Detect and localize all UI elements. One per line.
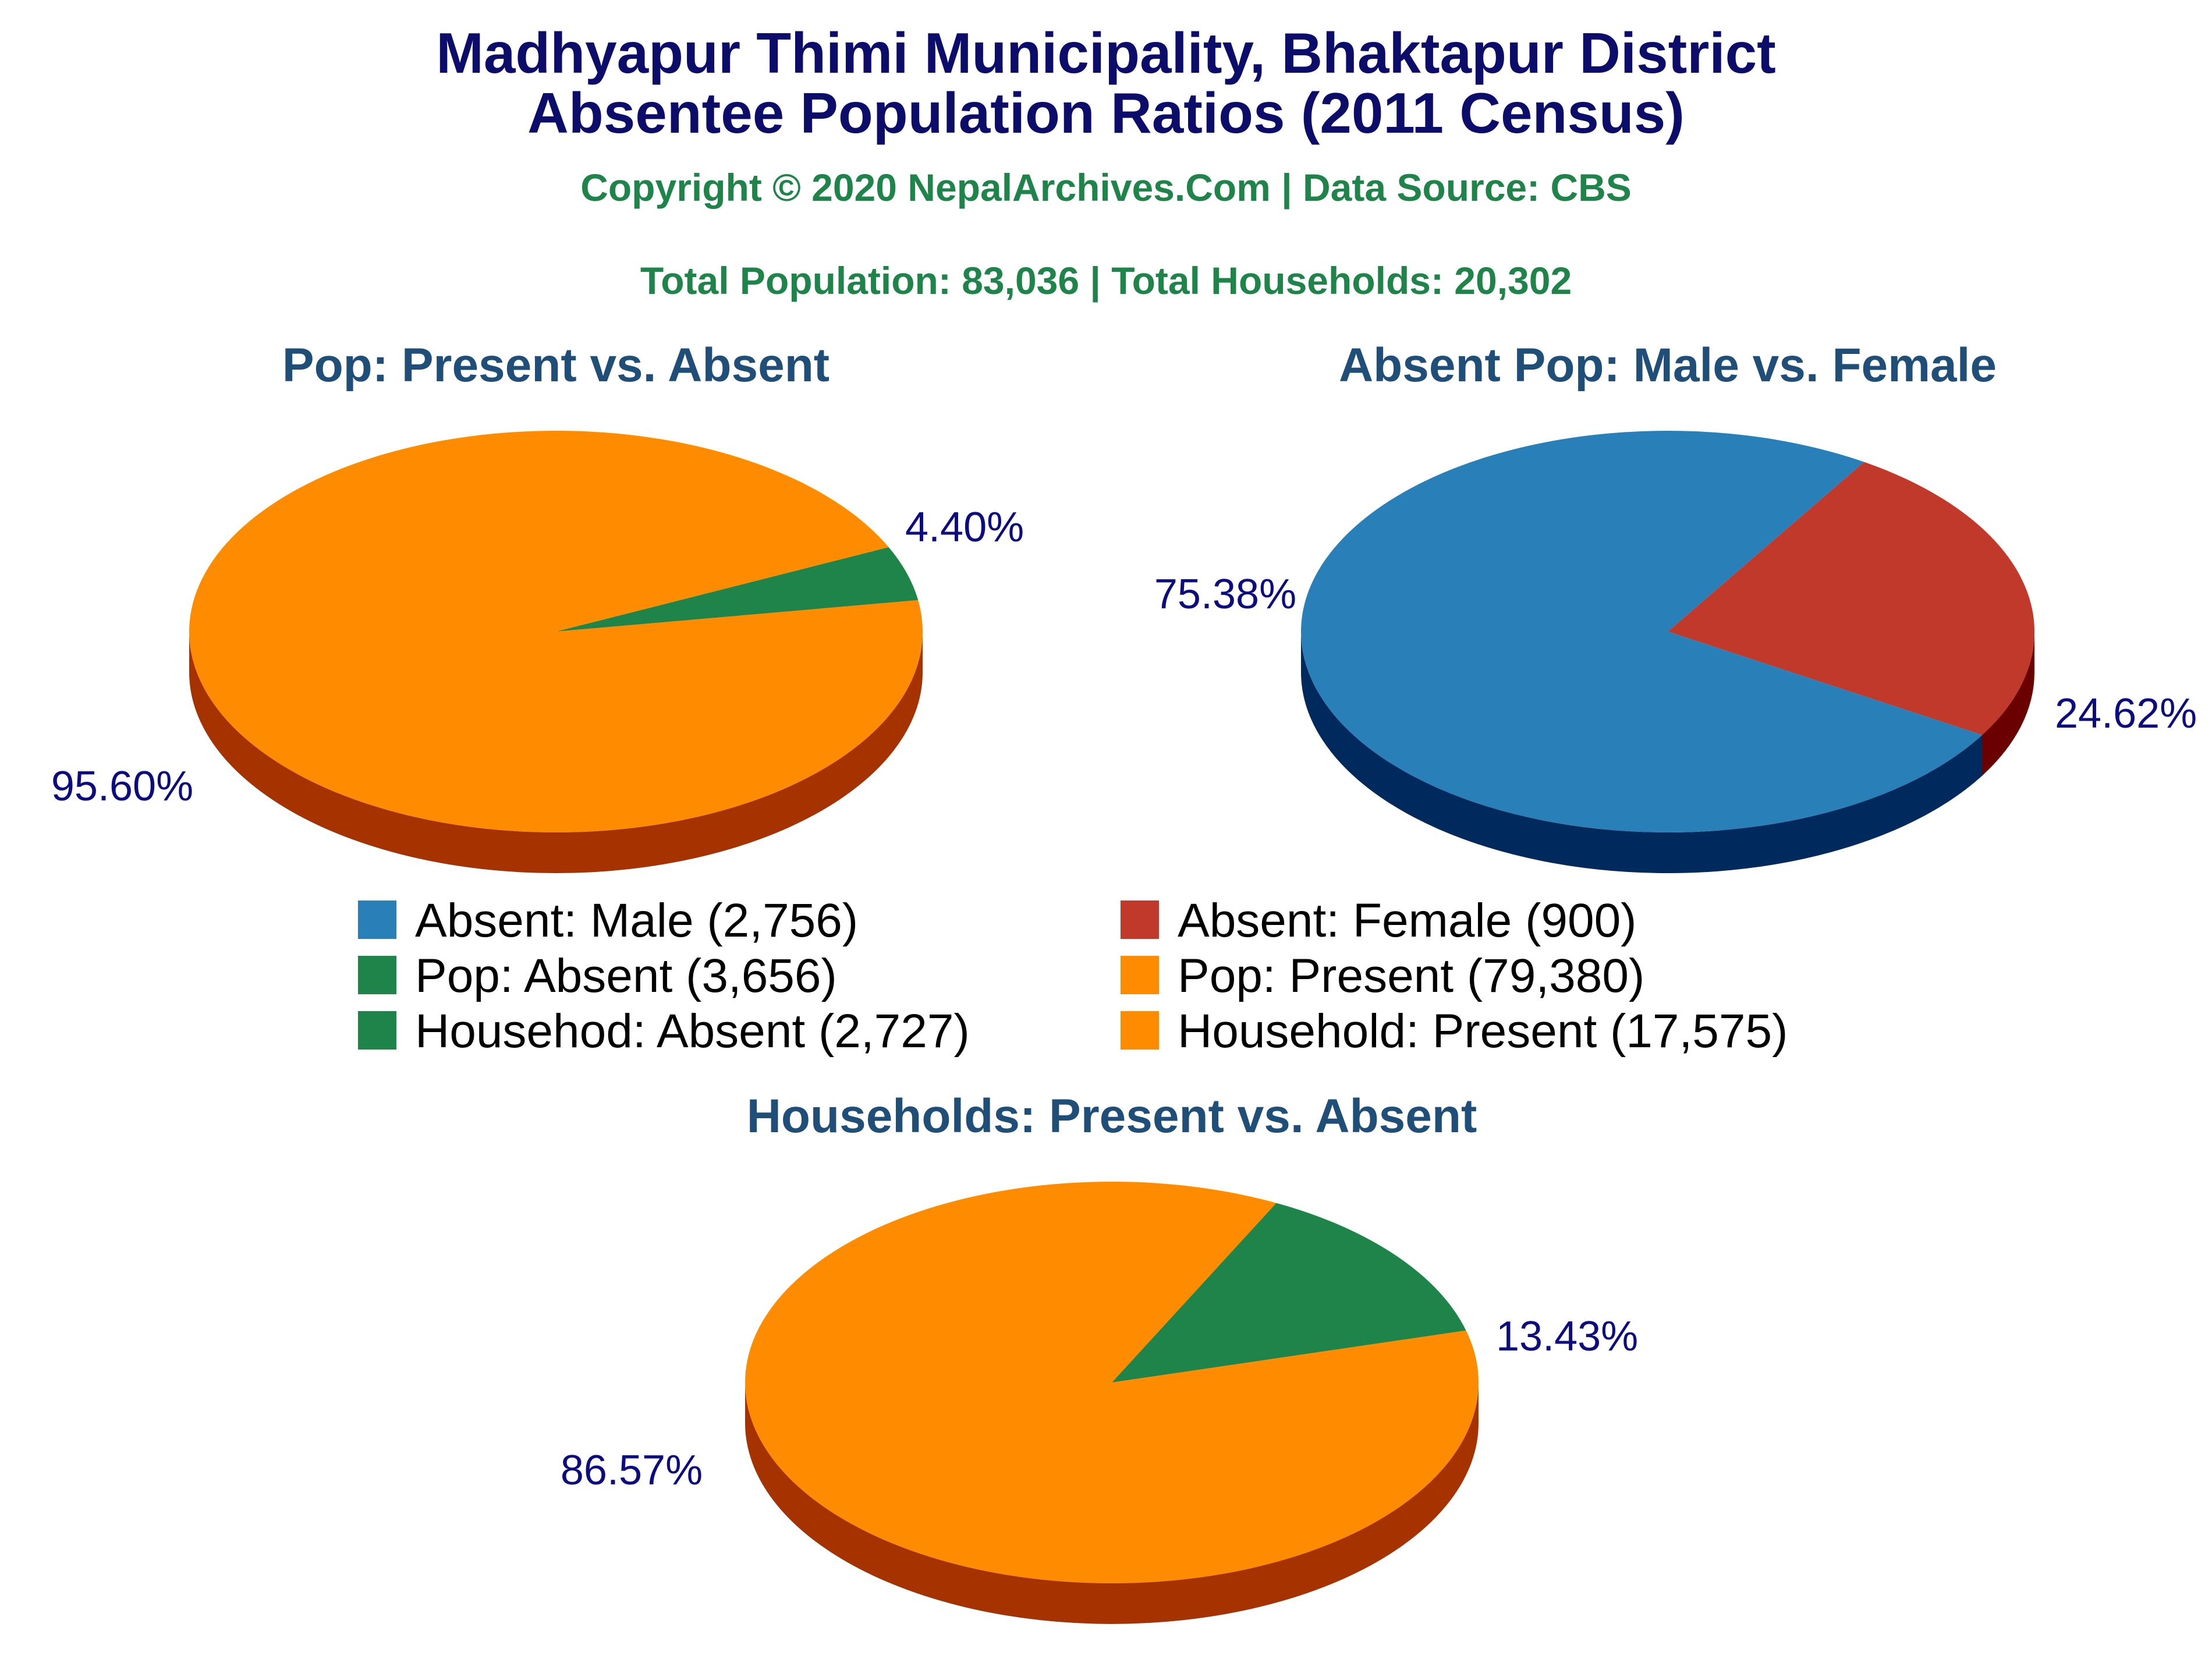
households-present-vs-absent-label-househod-absent: 13.43% bbox=[1496, 1313, 1638, 1360]
households-present-vs-absent-side-household-present bbox=[745, 1383, 1479, 1624]
households-present-vs-absent-label-household-present: 86.57% bbox=[561, 1447, 703, 1494]
legend-label-pop-absent-3-656: Pop: Absent (3,656) bbox=[415, 949, 837, 1002]
pop-present-vs-absent-slice-pop-present[interactable] bbox=[189, 431, 923, 833]
legend-swatch-pop-absent-3-656 bbox=[358, 956, 396, 994]
legend: Absent: Male (2,756) Absent: Female (900)… bbox=[358, 894, 1788, 1058]
chart-title-line-1: Madhyapur Thimi Municipality, Bhaktapur … bbox=[436, 21, 1775, 85]
pop-present-vs-absent-side-pop-present bbox=[189, 632, 923, 873]
legend-swatch-absent-female-900 bbox=[1121, 901, 1159, 939]
pie-chart-households: Households: Present vs. Absent 13.43% 86.5… bbox=[561, 1090, 1638, 1624]
legend-label-pop-present-79-380: Pop: Present (79,380) bbox=[1178, 949, 1644, 1002]
absent-pop-male-vs-female-label-absent-male: 75.38% bbox=[1154, 571, 1296, 618]
totals-text: Total Population: 83,036 | Total Househo… bbox=[640, 259, 1572, 303]
absent-pop-male-vs-female-label-absent-female: 24.62% bbox=[2055, 690, 2197, 737]
legend-label-household-present-17-575: Household: Present (17,575) bbox=[1178, 1005, 1788, 1058]
absent-pop-male-vs-female-title: Absent Pop: Male vs. Female bbox=[1339, 339, 1997, 392]
legend-swatch-household-present-17-575 bbox=[1121, 1011, 1159, 1050]
legend-label-househod-absent-2-727: Househod: Absent (2,727) bbox=[415, 1005, 970, 1058]
legend-swatch-househod-absent-2-727 bbox=[358, 1011, 396, 1050]
legend-label-absent-female-900: Absent: Female (900) bbox=[1178, 894, 1637, 947]
copyright-text: Copyright © 2020 NepalArchives.Com | Dat… bbox=[580, 166, 1632, 210]
legend-swatch-pop-present-79-380 bbox=[1121, 956, 1159, 994]
pop-present-vs-absent-slice-pop-absent[interactable] bbox=[556, 547, 919, 632]
pie-chart-absent-gender: Absent Pop: Male vs. Female 24.62% 75.38% bbox=[1154, 339, 2197, 874]
pop-present-vs-absent-title: Pop: Present vs. Absent bbox=[282, 339, 830, 392]
absent-pop-male-vs-female-slice-absent-female[interactable] bbox=[1668, 462, 2034, 735]
pop-present-vs-absent-label-pop-absent: 4.40% bbox=[905, 504, 1024, 551]
legend-label-absent-male-2-756: Absent: Male (2,756) bbox=[415, 894, 858, 947]
pie-chart-population: Pop: Present vs. Absent 4.40% 95.60% bbox=[51, 339, 1024, 873]
households-present-vs-absent-slice-househod-absent[interactable] bbox=[1112, 1203, 1466, 1383]
absent-pop-male-vs-female-slice-absent-male[interactable] bbox=[1301, 431, 1983, 833]
absent-pop-male-vs-female-side-absent-female bbox=[1982, 632, 2034, 776]
chart-title-line-2: Absentee Population Ratios (2011 Census) bbox=[527, 81, 1685, 145]
households-present-vs-absent-slice-household-present[interactable] bbox=[745, 1182, 1479, 1583]
legend-swatch-absent-male-2-756 bbox=[358, 901, 396, 939]
absent-pop-male-vs-female-side-absent-male bbox=[1301, 632, 1983, 874]
pop-present-vs-absent-label-pop-present: 95.60% bbox=[51, 763, 193, 810]
households-present-vs-absent-title: Households: Present vs. Absent bbox=[747, 1090, 1477, 1143]
